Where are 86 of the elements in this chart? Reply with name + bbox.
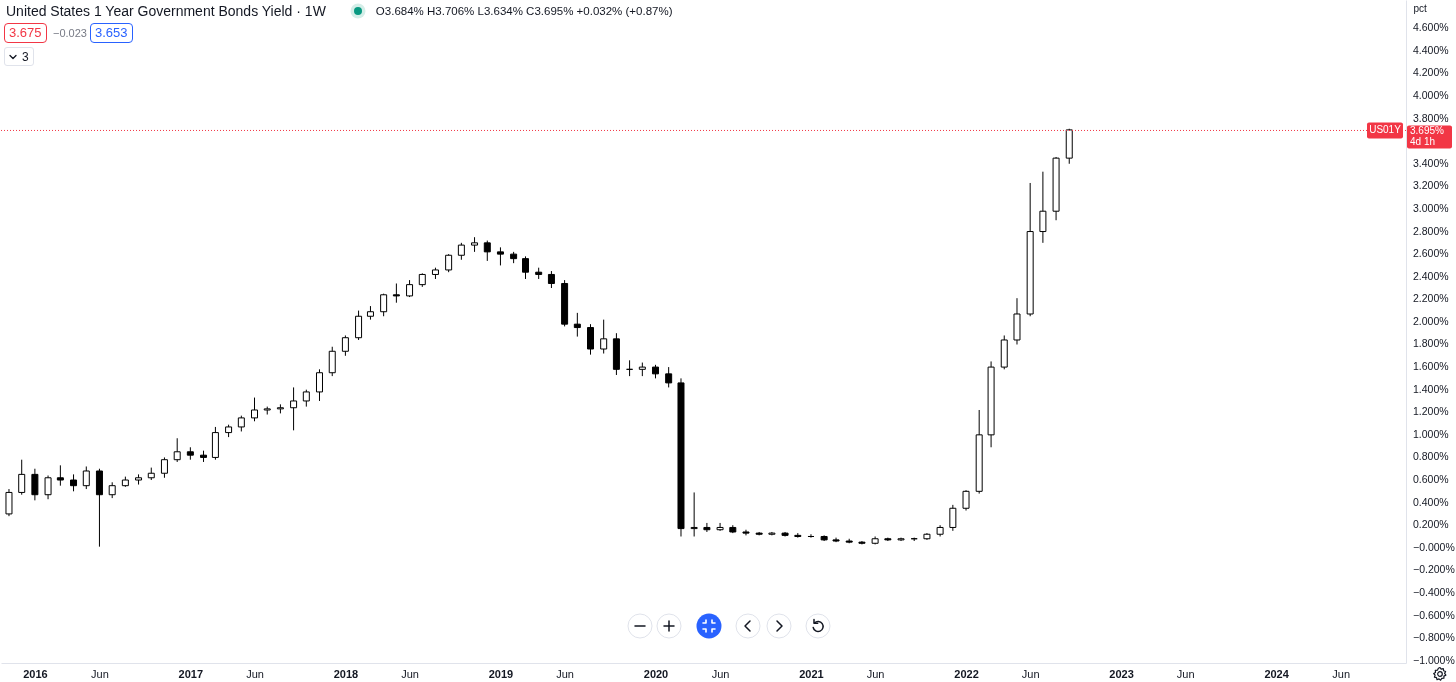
candlestick xyxy=(1039,171,1047,244)
candlestick xyxy=(716,522,724,532)
candlestick xyxy=(703,522,711,533)
x-tick-label: Jun xyxy=(1332,667,1351,680)
y-tick-label: 4.000% xyxy=(1413,89,1449,102)
x-tick-label: Jun xyxy=(91,667,109,680)
candlestick xyxy=(341,334,349,357)
candlestick xyxy=(522,255,530,280)
candlestick xyxy=(690,491,698,537)
x-tick-label: 2016 xyxy=(23,667,48,680)
candlestick xyxy=(290,386,298,431)
ref-line-label: US01Y xyxy=(1369,124,1402,136)
y-tick-label: 3.400% xyxy=(1413,156,1449,169)
y-tick-label: −0.400% xyxy=(1413,585,1455,598)
y-tick-label: 0.400% xyxy=(1413,495,1449,508)
candlestick xyxy=(949,504,957,532)
x-tick-label: Jun xyxy=(556,667,574,680)
x-tick-label: 2022 xyxy=(954,667,979,680)
x-tick-label: Jun xyxy=(401,667,419,680)
y-tick-label: 4.200% xyxy=(1413,66,1449,79)
candlestick xyxy=(56,464,64,487)
candlestick xyxy=(5,488,13,517)
y-axis-title: pct xyxy=(1413,2,1428,14)
candlestick xyxy=(962,489,970,512)
candlestick xyxy=(573,312,581,338)
candlestick xyxy=(173,437,181,463)
y-tick-label: 3.200% xyxy=(1413,179,1449,192)
x-tick-label: Jun xyxy=(1176,667,1195,680)
y-tick-label: −1.000% xyxy=(1413,653,1455,666)
text: 4d 1h xyxy=(1410,136,1436,148)
x-tick-label: 2023 xyxy=(1109,667,1134,680)
y-tick-label: −0.000% xyxy=(1413,540,1455,553)
y-tick-label: 2.200% xyxy=(1413,292,1449,305)
y-tick-label: 2.600% xyxy=(1413,247,1449,260)
y-tick-label: 1.200% xyxy=(1413,405,1449,418)
candlestick xyxy=(483,240,491,262)
annotation: 3.653 xyxy=(90,23,133,43)
x-tick-label: 2024 xyxy=(1264,667,1290,680)
y-tick-label: 2.000% xyxy=(1413,314,1449,327)
y-tick-label: 4.600% xyxy=(1413,21,1449,34)
x-tick-label: Jun xyxy=(246,667,264,680)
y-tick-label: 0.200% xyxy=(1413,518,1449,531)
annotation: −0.023 xyxy=(53,26,87,41)
y-tick-label: −0.600% xyxy=(1413,608,1455,621)
y-tick-label: 1.600% xyxy=(1413,360,1449,373)
candlestick xyxy=(160,456,168,479)
candlestick xyxy=(251,397,258,422)
annotation: 3 xyxy=(22,49,29,64)
candlestick xyxy=(18,459,26,496)
y-tick-label: 1.400% xyxy=(1413,382,1449,395)
x-tick-label: Jun xyxy=(1021,667,1040,680)
x-tick-label: Jun xyxy=(711,667,730,680)
text: 3.695% xyxy=(1410,125,1445,137)
x-tick-label: 2017 xyxy=(178,667,204,680)
candlestick xyxy=(82,465,90,490)
candlestick xyxy=(665,366,673,388)
y-tick-label: 3.800% xyxy=(1413,111,1449,124)
y-tick-label: 2.800% xyxy=(1413,224,1449,237)
candlestick xyxy=(355,310,363,341)
x-tick-label: Jun xyxy=(866,667,885,680)
candlestick xyxy=(44,475,52,500)
x-tick-label: 2020 xyxy=(643,667,669,680)
y-tick-label: −0.200% xyxy=(1413,563,1455,576)
y-tick-label: 2.400% xyxy=(1413,269,1449,282)
y-tick-label: 4.400% xyxy=(1413,43,1449,56)
annotation: 3.675 xyxy=(4,23,47,43)
candlestick xyxy=(587,323,595,356)
y-tick-label: 1.000% xyxy=(1413,427,1449,440)
candlestick xyxy=(95,468,103,548)
candlestick xyxy=(328,346,336,377)
chart-title: United States 1 Year Government Bonds Yield · 1W xyxy=(6,3,326,19)
y-tick-label: 0.800% xyxy=(1413,450,1449,463)
x-tick-label: 2018 xyxy=(333,667,359,680)
candlestick xyxy=(315,368,323,402)
y-tick-label: 0.600% xyxy=(1413,473,1449,486)
y-tick-label: 3.000% xyxy=(1413,201,1449,214)
y-tick-label: 1.800% xyxy=(1413,337,1449,350)
candlestick xyxy=(31,468,39,501)
y-tick-label: −0.800% xyxy=(1413,631,1455,644)
x-tick-label: 2019 xyxy=(488,667,514,680)
candlestick xyxy=(392,283,400,304)
annotation: O3.684% H3.706% L3.634% C3.695% +0.032% (+0.87%) xyxy=(375,5,673,17)
candlestick xyxy=(496,246,504,266)
candlestick xyxy=(600,319,608,355)
x-tick-label: 2021 xyxy=(799,667,824,680)
candlestick xyxy=(445,253,453,273)
